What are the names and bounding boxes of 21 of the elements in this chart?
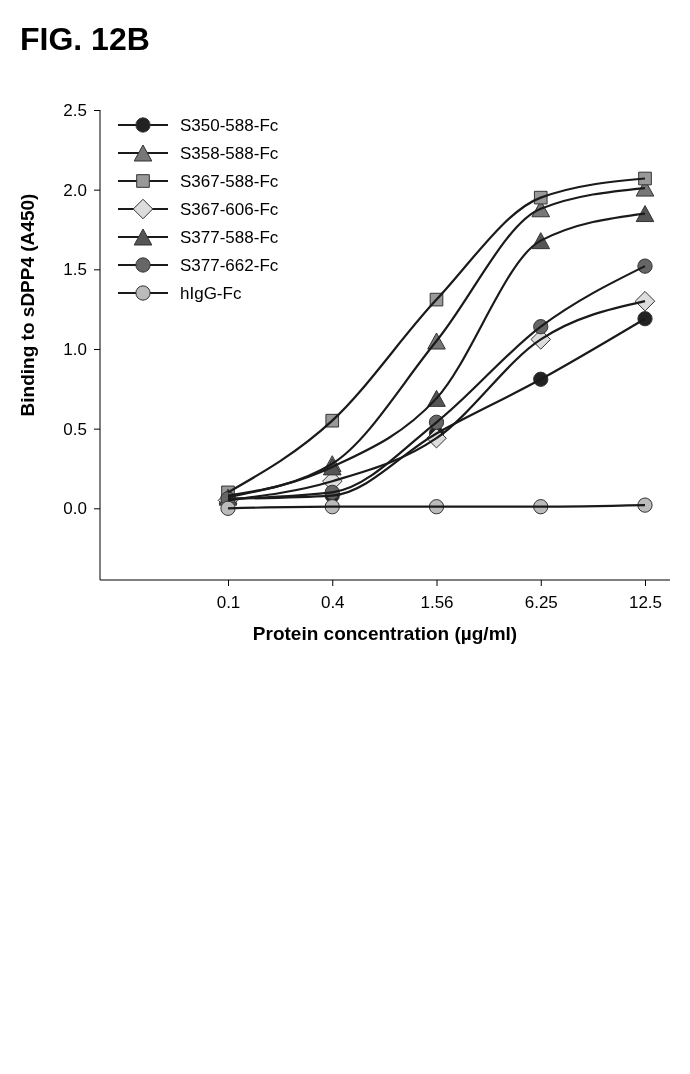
y-tick-label: 0.0 (63, 499, 87, 519)
x-tick-label: 0.1 (216, 592, 241, 612)
y-tick-label: 0.5 (63, 419, 87, 439)
legend-label: S358-588-Fc (180, 143, 279, 163)
x-tick-label: 6.25 (524, 592, 558, 612)
legend-label: hIgG-Fc (180, 283, 242, 303)
legend-label: S367-606-Fc (180, 199, 279, 219)
y-axis-title: Binding to sDPP4 (A450) (17, 193, 38, 417)
chart-title: FIG. 12B (20, 21, 150, 57)
legend-label: S350-588-Fc (180, 115, 279, 135)
x-tick-label: 1.56 (420, 592, 454, 612)
y-tick-label: 1.5 (63, 260, 87, 280)
y-tick-label: 2.5 (63, 100, 87, 120)
legend-label: S377-662-Fc (180, 255, 279, 275)
legend-label: S367-588-Fc (180, 171, 279, 191)
y-tick-label: 2.0 (63, 180, 87, 200)
y-tick-label: 1.0 (63, 339, 87, 359)
x-tick-label: 12.5 (628, 592, 663, 612)
x-axis-title: Protein concentration (µg/ml) (252, 623, 518, 644)
legend-label: S377-588-Fc (180, 227, 279, 247)
x-tick-label: 0.4 (320, 592, 345, 612)
